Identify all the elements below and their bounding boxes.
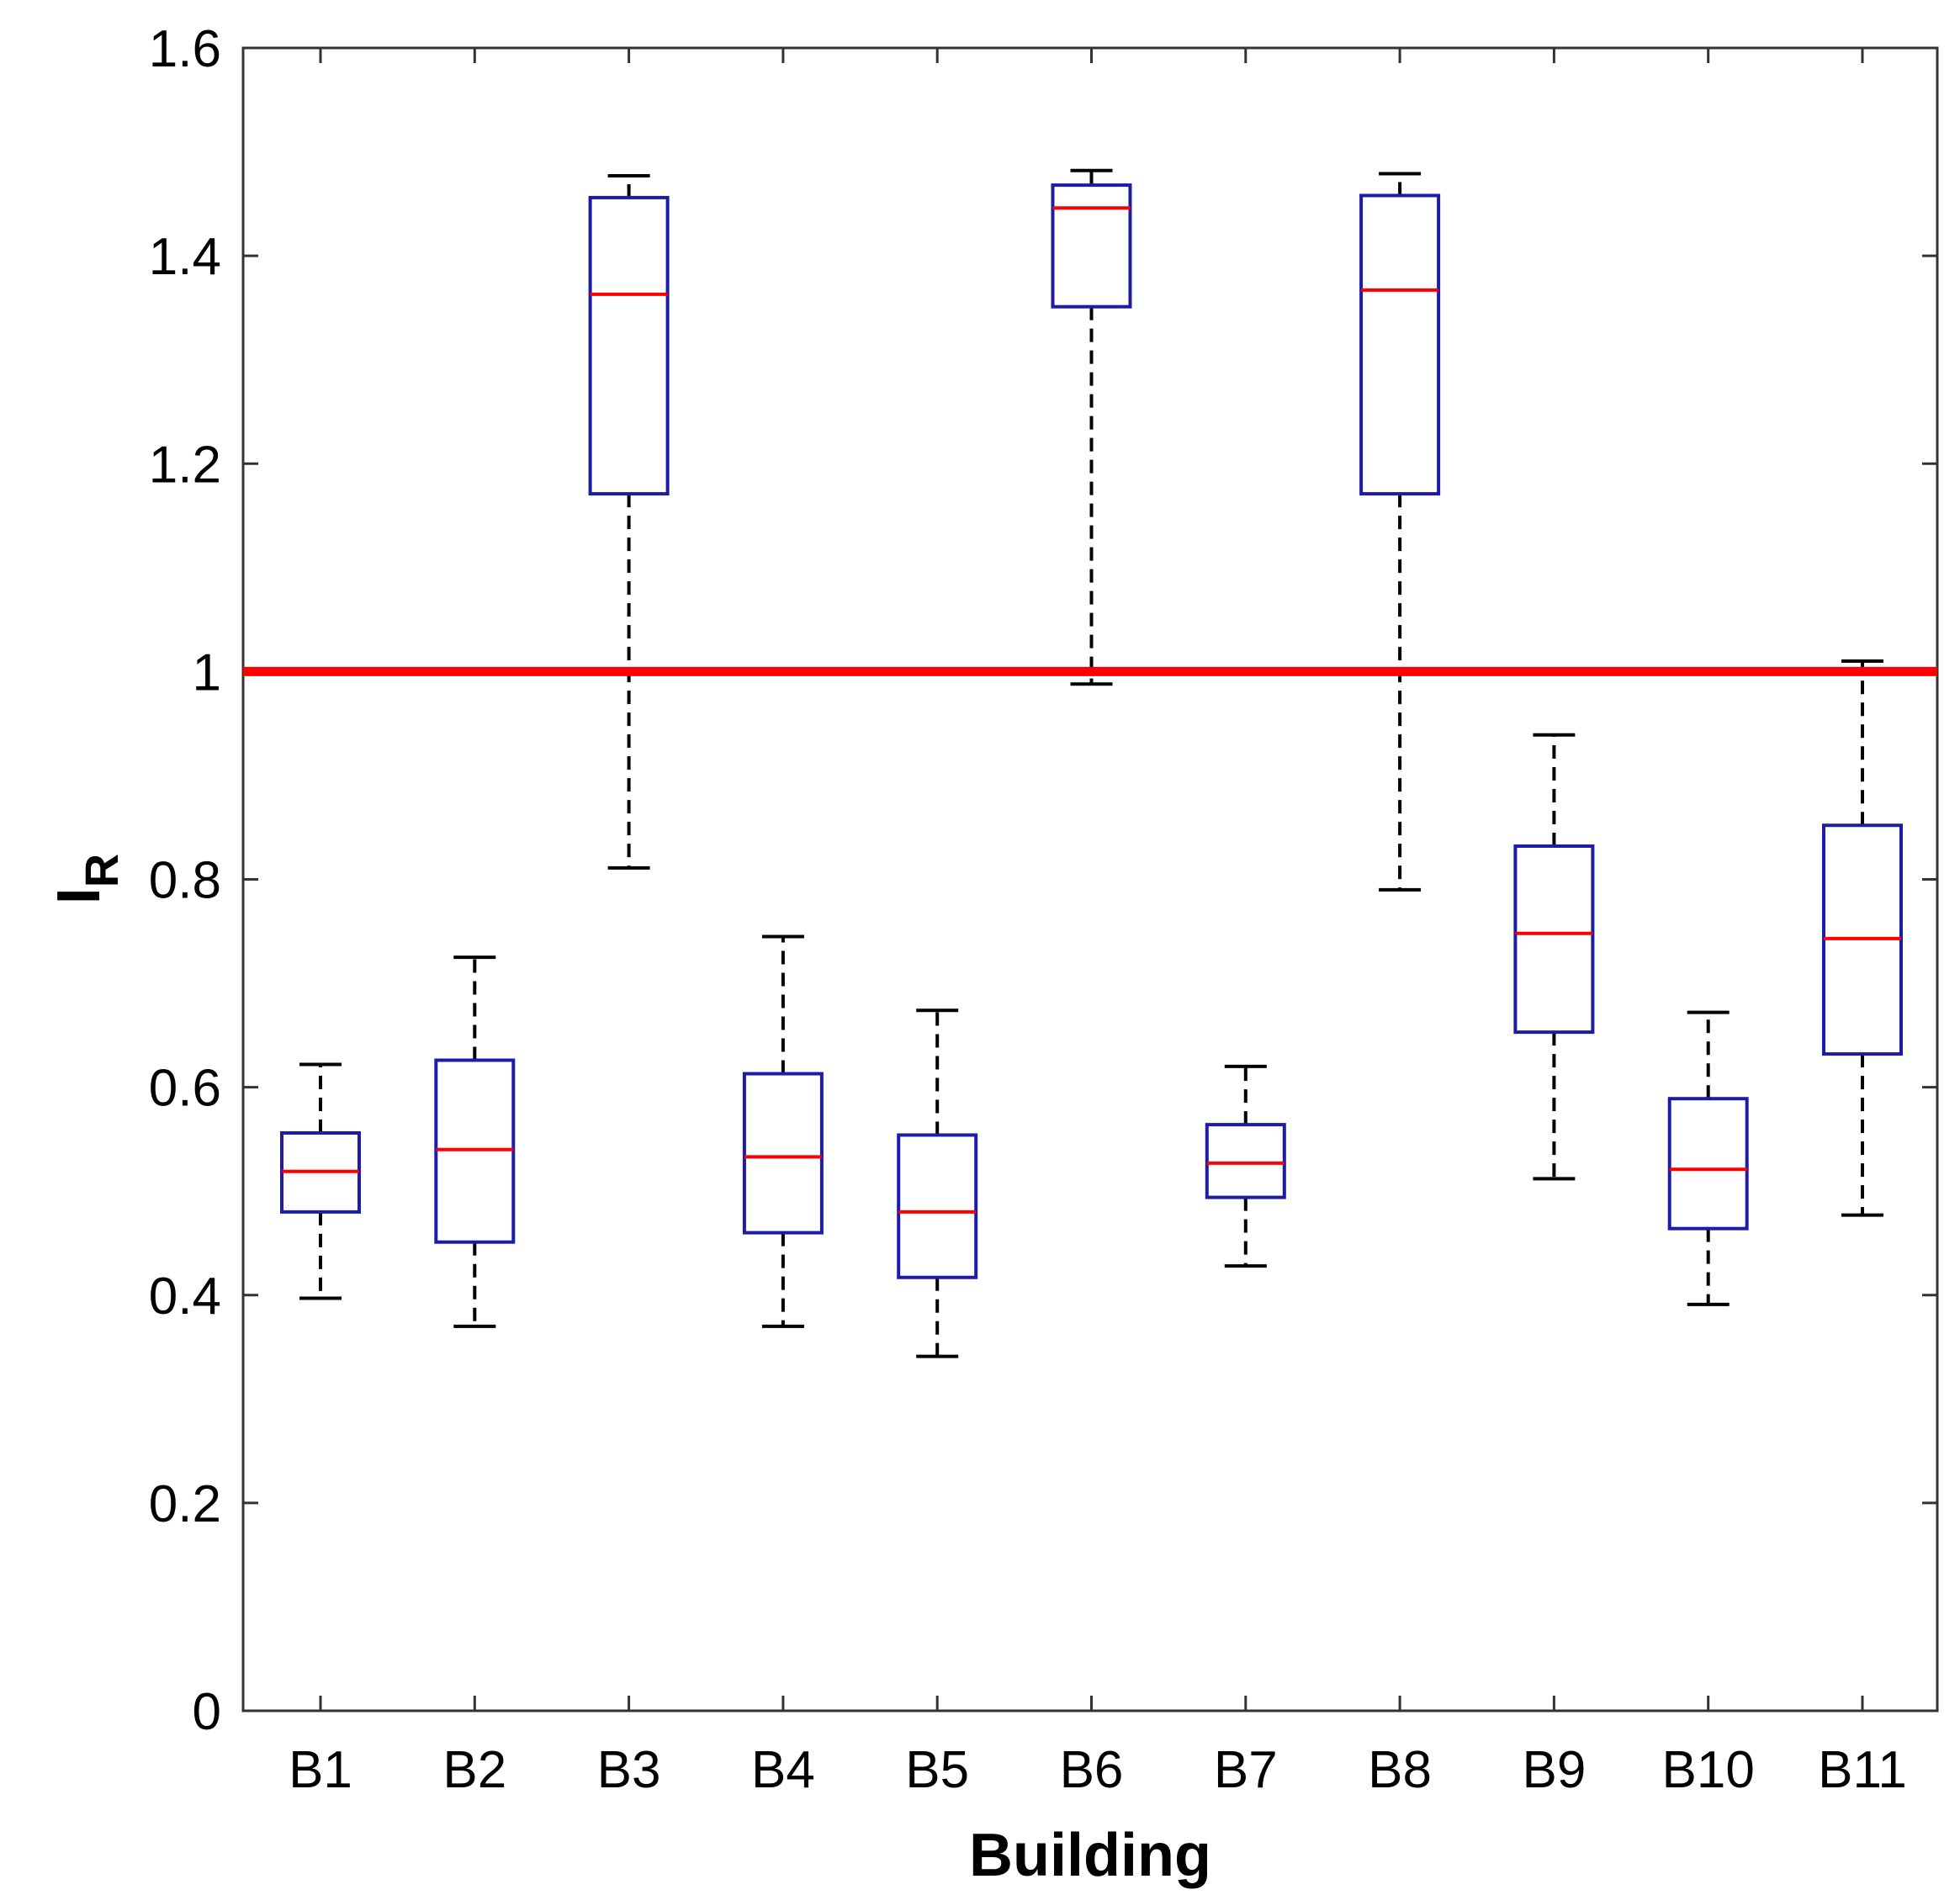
iqr-box	[1051, 183, 1132, 309]
y-tick-label: 1	[193, 643, 221, 701]
y-tick-label: 0	[193, 1683, 221, 1741]
x-axis-title: Building	[969, 1822, 1211, 1889]
box-b7	[1205, 1064, 1286, 1268]
y-tick-label: 0.4	[149, 1268, 221, 1326]
x-tick-label: B10	[1662, 1741, 1755, 1799]
x-tick-label: B7	[1214, 1741, 1278, 1799]
y-tick-label: 1.2	[149, 436, 221, 494]
y-axis-title-subscript: R	[75, 854, 128, 887]
box-b4	[742, 934, 824, 1328]
iqr-box	[742, 1072, 824, 1235]
y-axis-title: IR	[45, 854, 128, 904]
x-tick-label: B3	[597, 1741, 661, 1799]
y-tick-label: 0.8	[149, 852, 221, 910]
iqr-box	[1205, 1123, 1286, 1199]
y-tick-label: 0.2	[149, 1475, 221, 1533]
iqr-box	[588, 195, 670, 496]
x-tick-label: B1	[289, 1741, 352, 1799]
x-tick-label: B11	[1818, 1741, 1907, 1799]
x-tick-label: B5	[905, 1741, 969, 1799]
y-tick-label: 1.6	[149, 20, 221, 78]
box-b11	[1822, 659, 1903, 1217]
iqr-box	[1359, 193, 1441, 496]
box-b6	[1051, 168, 1132, 686]
plot-area	[241, 46, 1939, 1712]
y-tick-label: 0.6	[149, 1060, 221, 1118]
x-tick-label: B4	[751, 1741, 815, 1799]
iqr-box	[1667, 1097, 1749, 1231]
iqr-box	[897, 1133, 978, 1279]
y-tick-label: 1.4	[149, 228, 221, 286]
y-axis-title-main: I	[45, 887, 113, 904]
box-b3	[588, 173, 670, 870]
boxes	[280, 168, 1903, 1358]
box-b8	[1359, 172, 1441, 892]
tick-labels: 0 0.2 0.4 0.6 0.8 1 1.2 1.4 1.6 B1 B2 B3 B4 B5 B6 B7 B8 B…	[149, 20, 1907, 1799]
x-tick-label: B9	[1522, 1741, 1586, 1799]
x-tick-label: B2	[442, 1741, 506, 1799]
box-b1	[280, 1062, 361, 1300]
x-tick-label: B8	[1368, 1741, 1432, 1799]
iqr-box	[1513, 844, 1595, 1035]
box-b2	[434, 955, 516, 1328]
box-b9	[1513, 733, 1595, 1181]
box-b5	[897, 1008, 978, 1358]
x-tick-label: B6	[1060, 1741, 1124, 1799]
svg-text:IR: IR	[45, 854, 128, 904]
box-b10	[1667, 1010, 1749, 1306]
